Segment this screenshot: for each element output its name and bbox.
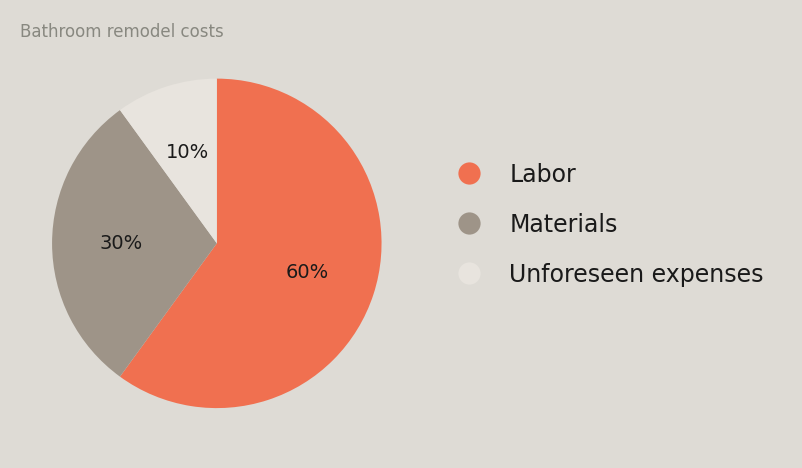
Text: 60%: 60% bbox=[286, 263, 329, 282]
Wedge shape bbox=[119, 79, 217, 243]
Text: 10%: 10% bbox=[165, 143, 209, 162]
Text: Bathroom remodel costs: Bathroom remodel costs bbox=[20, 23, 224, 41]
Text: 30%: 30% bbox=[99, 234, 143, 253]
Wedge shape bbox=[119, 79, 381, 408]
Legend: Labor, Materials, Unforeseen expenses: Labor, Materials, Unforeseen expenses bbox=[445, 163, 763, 286]
Wedge shape bbox=[52, 110, 217, 377]
